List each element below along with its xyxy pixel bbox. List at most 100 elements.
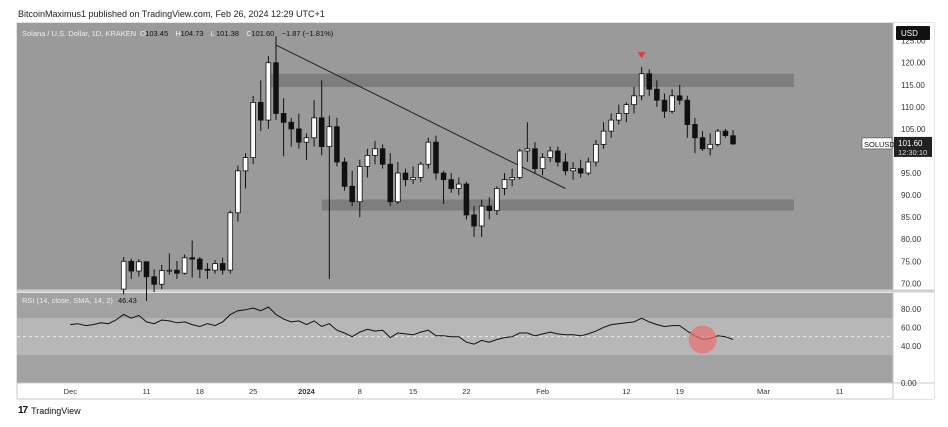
bearish-candle — [349, 185, 355, 203]
bearish-candle — [334, 126, 340, 163]
rsi-label: RSI (14, close, SMA, 14, 2) — [22, 296, 113, 305]
bullish-candle — [516, 150, 523, 178]
bullish-candle — [631, 95, 637, 106]
bullish-candle — [524, 148, 531, 152]
last-price-label: 101.60 — [898, 139, 923, 148]
time-tick-label: 11 — [836, 387, 844, 396]
time-tick-label: 18 — [196, 387, 204, 396]
bearish-candle — [555, 150, 561, 163]
bearish-candle — [661, 99, 668, 112]
bullish-candle — [501, 179, 508, 189]
bullish-candle — [136, 261, 142, 272]
ohlc-readout-value: H — [175, 29, 180, 38]
bullish-candle — [158, 270, 165, 285]
price-pane — [17, 23, 893, 290]
bullish-candle — [395, 172, 401, 203]
bearish-candle — [532, 148, 538, 170]
bearish-candle — [151, 276, 157, 285]
time-tick-label: Feb — [536, 387, 549, 396]
last-price-tag — [894, 136, 932, 157]
bullish-candle — [593, 143, 599, 163]
bullish-candle — [638, 73, 645, 97]
bearish-candle — [341, 161, 348, 187]
tradingview-logo: 17 TradingView — [18, 405, 81, 416]
bullish-candle — [547, 150, 553, 159]
bullish-candle — [357, 166, 363, 203]
bearish-candle — [189, 257, 195, 260]
bullish-candle — [120, 260, 127, 290]
bullish-candle — [570, 168, 576, 172]
ohlc-readout-value: 103.45 — [145, 29, 168, 38]
bearish-candle — [730, 135, 736, 145]
bearish-candle — [676, 95, 683, 101]
ohlc-readout-value: 101.60 — [251, 29, 274, 38]
bullish-candle — [707, 143, 713, 150]
bullish-candle — [417, 163, 424, 178]
price-tick-label: 125.00 — [901, 37, 926, 46]
price-tick-label: 85.00 — [901, 213, 922, 222]
bearish-candle — [143, 261, 150, 278]
bearish-marker-icon — [637, 52, 646, 59]
bullish-candle — [410, 177, 416, 181]
price-tick-label: 115.00 — [901, 81, 925, 90]
bearish-candle — [280, 113, 287, 123]
bearish-candle — [577, 168, 584, 174]
bullish-candle — [608, 119, 614, 132]
time-tick-label: 22 — [462, 387, 470, 396]
rsi-tick-label: 40.00 — [901, 342, 922, 351]
bearish-candle — [684, 99, 691, 125]
ohlc-readout-value: 101.38 — [216, 29, 239, 38]
time-tick-label: Dec — [64, 387, 78, 396]
bullish-candle — [616, 113, 622, 121]
bearish-candle — [296, 128, 302, 143]
bearish-candle — [257, 102, 264, 121]
currency-badge — [896, 26, 930, 40]
bearish-candle — [197, 258, 203, 270]
time-tick-label: 8 — [358, 387, 362, 396]
bearish-candle — [440, 172, 447, 181]
bullish-candle — [600, 130, 607, 145]
bullish-candle — [265, 62, 272, 121]
bullish-candle — [456, 183, 462, 189]
rsi-value: 46.43 — [118, 296, 137, 305]
horizontal-zone — [321, 199, 794, 211]
time-tick-label: Mar — [757, 387, 770, 396]
rsi-tick-label: 60.00 — [901, 323, 922, 332]
bullish-candle — [494, 188, 500, 211]
price-tick-label: 105.00 — [901, 125, 926, 134]
price-tick-label: 120.00 — [901, 59, 926, 68]
bullish-candle — [509, 177, 515, 181]
bearish-candle — [379, 148, 386, 165]
bearish-candle — [219, 263, 226, 271]
price-tick-label: 90.00 — [901, 191, 922, 200]
symbol-tag — [861, 137, 893, 150]
bearish-candle — [722, 130, 729, 136]
price-tick-label: 110.00 — [901, 103, 925, 112]
price-tick-label: 80.00 — [901, 235, 922, 244]
rsi-tick-label: 80.00 — [901, 305, 922, 314]
countdown-label: 12:30:10 — [898, 148, 927, 157]
bearish-candle — [471, 214, 477, 227]
bullish-candle — [715, 130, 721, 145]
bullish-candle — [326, 126, 333, 147]
bullish-candle — [181, 257, 188, 274]
bearish-candle — [402, 172, 409, 181]
tradingview-wordmark: TradingView — [31, 405, 81, 416]
bearish-candle — [204, 268, 211, 271]
bearish-candle — [433, 141, 439, 174]
bullish-candle — [242, 157, 249, 172]
price-tick-label: 95.00 — [901, 169, 922, 178]
bullish-candle — [235, 170, 241, 214]
bullish-candle — [166, 269, 173, 272]
bearish-candle — [463, 183, 470, 216]
time-tick-label: 2024 — [298, 387, 316, 396]
bearish-candle — [562, 161, 569, 172]
price-tick-label: 75.00 — [901, 257, 922, 266]
ohlc-readout-value: −1.87 (−1.81%) — [282, 29, 334, 38]
bullish-candle — [669, 95, 675, 112]
price-tick-label: 70.00 — [901, 279, 922, 288]
rsi-tick-label: 0.00 — [901, 379, 917, 388]
horizontal-zone — [268, 73, 794, 87]
bearish-candle — [692, 124, 698, 139]
